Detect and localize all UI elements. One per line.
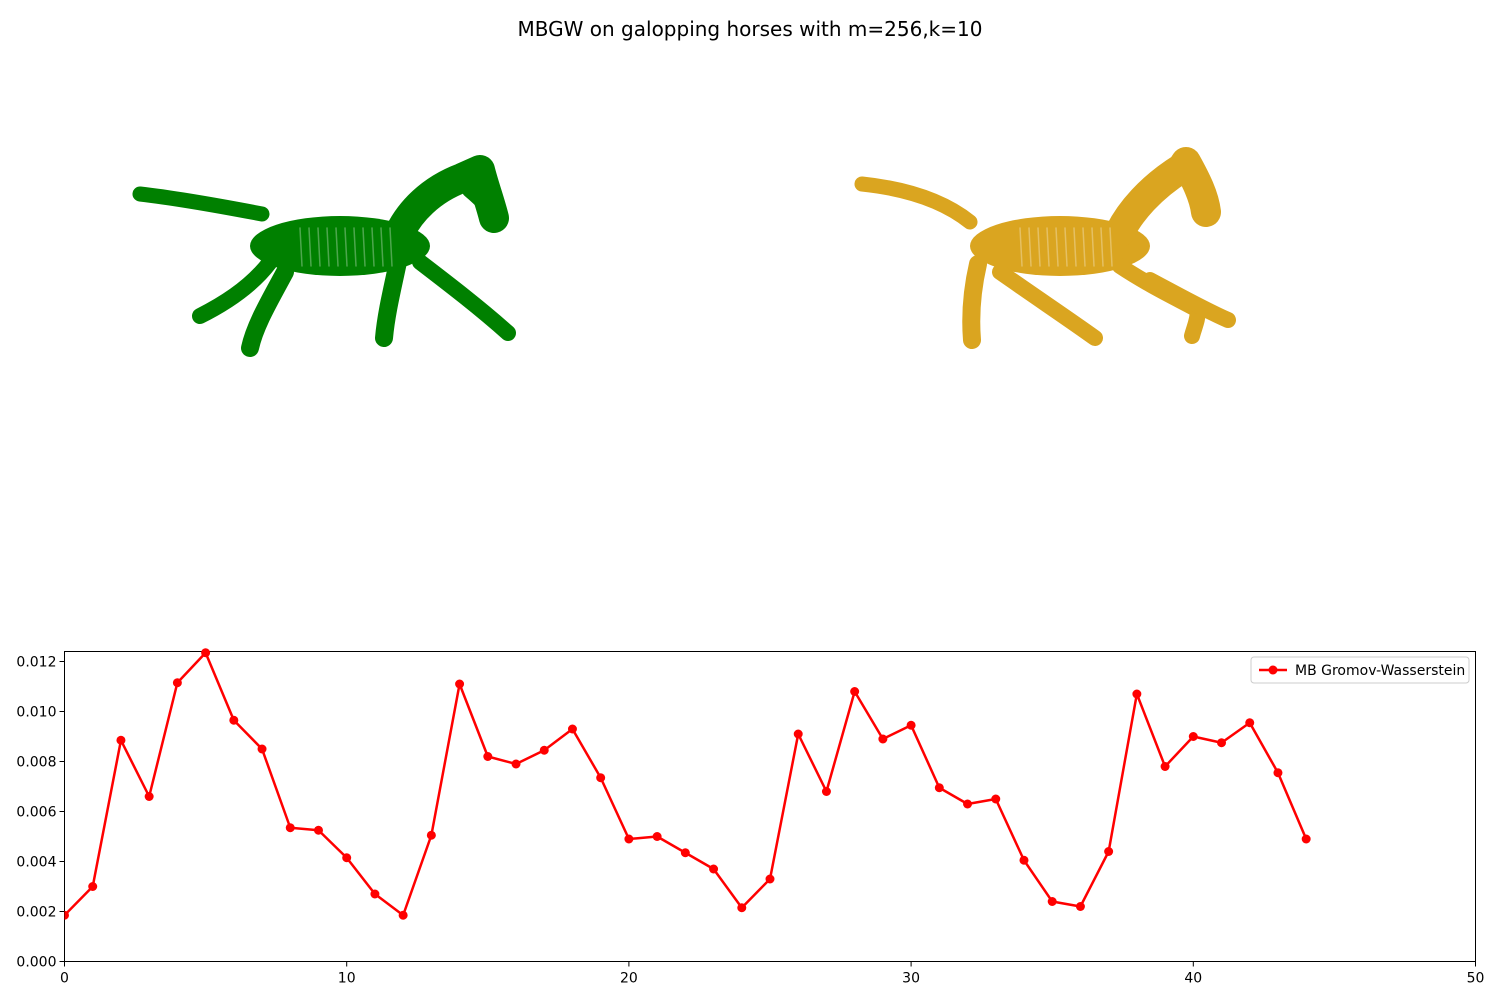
data-point: [426, 830, 436, 840]
horse-rib-stripe: [353, 227, 357, 267]
gold-horse-point-cloud: [854, 147, 1236, 349]
line-chart: 0.000 0.002 0.004 0.006 0.008 0.010 0.012 0 10 2…: [16, 648, 1485, 987]
horse-rib-stripe: [299, 227, 303, 267]
data-point: [511, 759, 521, 769]
data-point: [934, 783, 944, 793]
data-point: [1104, 847, 1114, 856]
y-tick-label: 0.000: [16, 955, 56, 971]
data-point: [991, 794, 1001, 804]
horse-rib-stripe: [1082, 227, 1086, 267]
data-point: [201, 648, 211, 658]
series-line: [64, 651, 1308, 917]
data-point: [596, 773, 606, 783]
data-point: [285, 823, 295, 833]
horse-rib-stripe: [1064, 227, 1068, 267]
data-point: [144, 792, 154, 801]
data-point: [88, 882, 98, 891]
data-point: [652, 832, 662, 841]
series-layer: [64, 648, 1311, 920]
x-tick-label: 30: [902, 971, 920, 987]
horse-rib-stripe: [335, 227, 339, 267]
data-point: [680, 848, 690, 858]
horse-rib-stripe: [326, 227, 330, 267]
y-tick-label: 0.012: [16, 655, 56, 671]
horse-rib-stripe: [380, 227, 384, 267]
data-point: [624, 834, 634, 844]
horse-rib-stripe: [1055, 227, 1059, 267]
y-tick-label: 0.006: [16, 805, 56, 821]
data-point: [116, 735, 126, 745]
data-point: [342, 853, 352, 863]
data-point: [1301, 834, 1311, 844]
figure-title: MBGW on galopping horses with m=256,k=10: [518, 17, 983, 41]
horse-rib-stripe: [389, 227, 393, 267]
horse-rib-stripe: [317, 227, 321, 267]
y-tick-label: 0.008: [16, 755, 56, 771]
horse-rib-stripe: [1028, 227, 1032, 267]
data-point: [1047, 897, 1057, 906]
data-point: [455, 679, 465, 689]
horse-rib-stripe: [344, 227, 348, 267]
legend-label: MB Gromov-Wasserstein: [1295, 663, 1465, 679]
horse-rib-stripe: [362, 227, 366, 267]
data-point: [1188, 732, 1198, 741]
horse-rib-stripe: [1100, 227, 1104, 267]
horse-rib-stripe: [1046, 227, 1050, 267]
data-point: [821, 787, 831, 796]
y-tick-label: 0.002: [16, 905, 56, 921]
data-point: [1075, 902, 1085, 911]
data-point: [1019, 855, 1029, 865]
data-point: [878, 734, 888, 744]
data-point: [963, 799, 973, 809]
x-tick-label: 0: [60, 971, 69, 987]
data-point: [850, 687, 860, 696]
x-tick-label: 20: [620, 971, 638, 987]
legend: MB Gromov-Wasserstein: [1250, 656, 1470, 684]
horse-rib-stripe: [1073, 227, 1077, 267]
y-tick-label: 0.004: [16, 855, 56, 871]
legend-marker-swatch: [1268, 665, 1278, 675]
horse-rib-stripe: [1091, 227, 1095, 267]
horse-rib-stripe: [1019, 227, 1023, 267]
data-point: [483, 752, 493, 761]
data-point: [765, 874, 775, 884]
data-point: [313, 825, 323, 835]
horse-rib-stripe: [308, 227, 312, 267]
horse-rib-stripe: [1109, 227, 1113, 267]
horse-rib-stripe: [1037, 227, 1041, 267]
data-point: [257, 744, 267, 754]
horse-rib-stripe: [371, 227, 375, 267]
plot-area: [64, 651, 1476, 962]
x-tick-label: 40: [1184, 971, 1202, 987]
data-point: [64, 910, 69, 920]
data-point: [567, 724, 577, 734]
data-point: [737, 903, 747, 913]
x-axis: 0 10 20 30 40 50: [60, 961, 1485, 987]
data-point: [229, 715, 239, 725]
x-tick-label: 10: [338, 971, 356, 987]
data-point: [172, 678, 182, 688]
legend-box: [1250, 656, 1470, 684]
data-point: [1273, 768, 1283, 778]
y-axis: 0.000 0.002 0.004 0.006 0.008 0.010 0.012: [16, 655, 65, 971]
y-tick-label: 0.010: [16, 705, 56, 721]
data-point: [370, 889, 380, 899]
green-horse-point-cloud: [132, 155, 516, 357]
data-point: [709, 864, 719, 874]
data-point: [1245, 718, 1255, 728]
data-point: [1217, 738, 1227, 748]
data-point: [398, 910, 408, 920]
data-point: [1160, 762, 1170, 771]
x-tick-label: 50: [1467, 971, 1485, 987]
data-point: [539, 745, 549, 755]
data-point: [793, 729, 803, 739]
data-point: [1132, 689, 1142, 699]
data-point: [906, 720, 916, 730]
